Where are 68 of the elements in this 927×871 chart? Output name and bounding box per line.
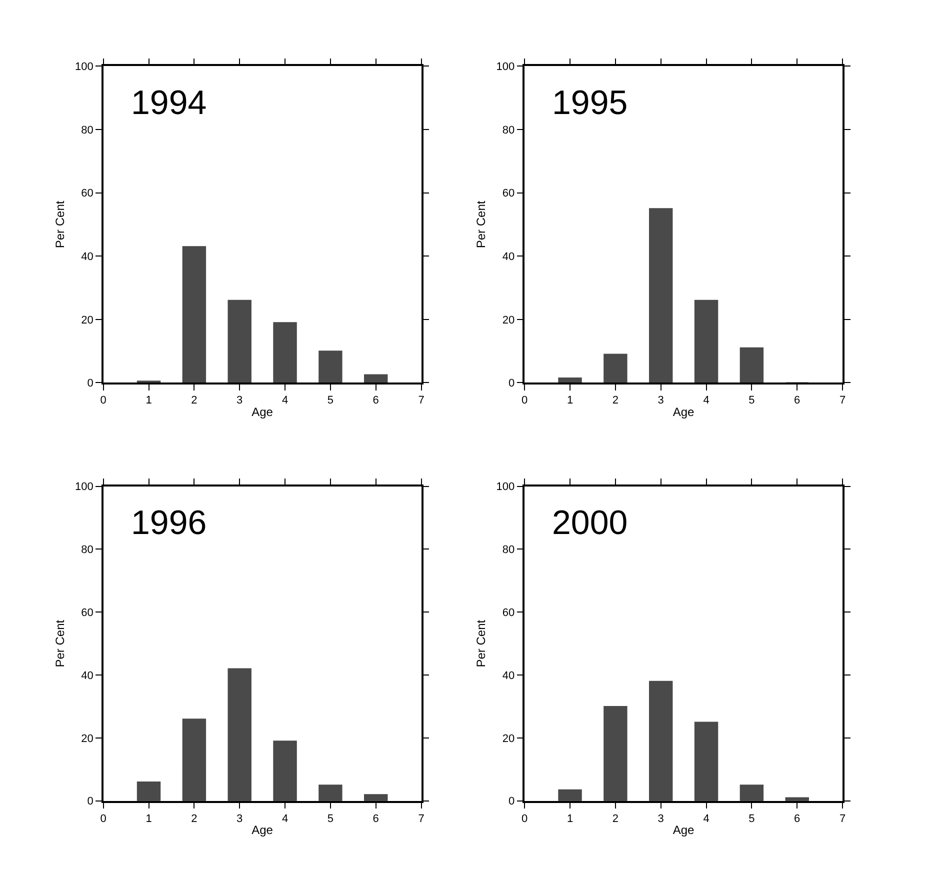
text: 1995	[552, 84, 628, 122]
x-tick-label: 1	[146, 812, 152, 825]
x-tick-label: 4	[703, 394, 710, 407]
y-tick-label: 60	[502, 606, 515, 619]
y-tick-label: 100	[75, 60, 94, 73]
y-tick-label: 0	[87, 796, 94, 808]
x-tick-label: 7	[839, 394, 846, 407]
x-tick-label: 7	[418, 812, 424, 825]
y-tick-label: 0	[508, 378, 515, 390]
y-tick-label: 40	[502, 670, 515, 682]
text: 2000	[552, 504, 628, 542]
x-tick-label: 0	[100, 812, 106, 825]
x-tick-label: 6	[372, 812, 379, 825]
y-tick-label: 80	[81, 124, 94, 136]
y-axis-title: Per Cent	[52, 619, 67, 668]
y-tick-label: 100	[75, 481, 94, 494]
x-tick-label: 7	[418, 394, 424, 407]
x-tick-label: 2	[612, 812, 619, 825]
x-tick-label: 1	[146, 394, 152, 407]
x-tick-label: 0	[522, 394, 528, 407]
x-tick-label: 3	[658, 812, 664, 825]
x-tick-label: 6	[372, 394, 379, 407]
x-tick-label: 4	[703, 812, 710, 825]
y-tick-label: 20	[81, 732, 94, 745]
x-tick-label: 4	[282, 394, 288, 407]
y-tick-label: 20	[81, 314, 94, 326]
y-tick-label: 40	[502, 250, 515, 263]
x-tick-label: 1	[566, 812, 574, 825]
y-axis-title: Per Cent	[474, 200, 488, 248]
x-tick-label: 3	[236, 394, 243, 407]
x-tick-label: 0	[522, 812, 528, 825]
text: 1996	[131, 504, 207, 542]
x-tick-label: 5	[327, 812, 334, 825]
x-tick-label: 1	[566, 394, 574, 407]
x-tick-label: 2	[191, 812, 198, 825]
y-axis-title: Per Cent	[52, 200, 67, 248]
x-tick-label: 2	[612, 394, 619, 407]
y-tick-label: 60	[81, 606, 94, 619]
x-tick-label: 4	[282, 812, 288, 825]
y-tick-label: 0	[508, 796, 515, 808]
x-axis-title: Age	[672, 405, 695, 420]
y-tick-label: 20	[502, 732, 515, 745]
y-tick-label: 40	[81, 670, 94, 682]
x-axis-title: Age	[672, 823, 695, 838]
x-tick-label: 3	[236, 812, 243, 825]
y-tick-label: 80	[81, 544, 94, 556]
y-tick-label: 80	[502, 544, 515, 556]
x-axis-title: Age	[252, 823, 274, 838]
y-tick-label: 0	[87, 378, 94, 390]
y-tick-label: 100	[496, 60, 515, 73]
x-tick-label: 7	[839, 812, 846, 825]
x-axis-title: Age	[252, 405, 274, 420]
y-axis-title: Per Cent	[474, 619, 488, 668]
y-tick-label: 100	[496, 481, 515, 494]
y-tick-label: 60	[502, 188, 515, 200]
x-tick-label: 6	[794, 812, 800, 825]
x-tick-label: 5	[327, 394, 334, 407]
y-tick-label: 60	[81, 188, 94, 200]
x-tick-label: 0	[100, 394, 106, 407]
y-tick-label: 80	[502, 124, 515, 136]
x-tick-label: 5	[748, 394, 755, 407]
x-tick-label: 3	[658, 394, 664, 407]
x-tick-label: 5	[748, 812, 755, 825]
x-tick-label: 6	[794, 394, 800, 407]
x-tick-label: 2	[191, 394, 198, 407]
text: 1994	[131, 84, 207, 122]
y-tick-label: 20	[502, 314, 515, 326]
y-tick-label: 40	[81, 250, 94, 263]
